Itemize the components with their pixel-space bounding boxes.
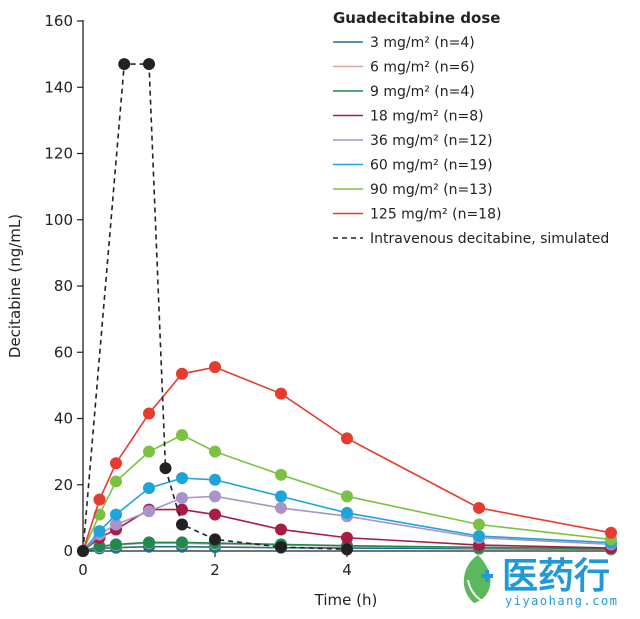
- data-point: [176, 367, 188, 380]
- data-point: [143, 482, 155, 495]
- data-point: [143, 505, 155, 518]
- x-axis-title: Time (h): [314, 591, 378, 609]
- data-point: [143, 536, 155, 549]
- y-tick-label: 20: [54, 476, 73, 494]
- x-ticks: 0 2 4: [78, 551, 352, 579]
- series-7: [77, 361, 617, 557]
- data-point: [275, 387, 287, 400]
- legend-label-simulated: Intravenous decitabine, simulated: [370, 231, 609, 247]
- legend-label: 6 mg/m² (n=6): [370, 60, 475, 76]
- data-point: [110, 457, 122, 470]
- simulated-point: [341, 543, 353, 556]
- data-point: [473, 530, 485, 543]
- data-point: [275, 501, 287, 514]
- data-point: [341, 432, 353, 445]
- data-point: [110, 475, 122, 488]
- data-point: [93, 525, 106, 538]
- legend-label: 90 mg/m² (n=13): [370, 182, 493, 198]
- simulated-point: [143, 58, 155, 71]
- y-ticks: 0 20 40 60 80 100 120 140 160: [44, 12, 83, 560]
- simulated-line: [82, 63, 348, 552]
- data-point: [143, 445, 155, 458]
- watermark: 医药行 yiyaohang.com: [463, 555, 618, 608]
- data-point: [473, 501, 485, 514]
- data-point: [275, 468, 287, 481]
- y-tick-label: 60: [54, 343, 73, 361]
- data-point: [605, 526, 617, 539]
- x-tick-label: 2: [210, 561, 220, 579]
- y-tick-label: 140: [44, 78, 73, 96]
- x-tick-label: 0: [78, 561, 88, 579]
- series-line: [82, 545, 612, 552]
- data-point: [176, 429, 188, 442]
- data-point: [143, 407, 155, 420]
- data-point: [209, 361, 221, 374]
- simulated-point: [176, 518, 188, 531]
- simulated-point: [275, 541, 287, 554]
- series-layer: [77, 361, 617, 557]
- y-tick-label: 80: [54, 277, 73, 295]
- y-tick-label: 160: [44, 12, 73, 30]
- y-tick-label: 40: [54, 410, 73, 428]
- legend-title: Guadecitabine dose: [333, 9, 500, 27]
- data-point: [176, 472, 188, 485]
- data-point: [275, 523, 287, 536]
- data-point: [209, 473, 221, 486]
- series-line: [82, 541, 612, 552]
- y-tick-label: 0: [63, 542, 73, 560]
- legend-label: 18 mg/m² (n=8): [370, 109, 484, 125]
- data-point: [209, 508, 221, 521]
- legend-label: 36 mg/m² (n=12): [370, 133, 493, 149]
- legend-label: 125 mg/m² (n=18): [370, 207, 501, 223]
- data-point: [110, 508, 122, 521]
- simulated-layer: [77, 58, 353, 557]
- series-line: [82, 477, 612, 552]
- data-point: [176, 503, 188, 516]
- data-point: [93, 493, 106, 506]
- legend-label: 9 mg/m² (n=4): [370, 84, 475, 100]
- y-tick-label: 120: [44, 145, 73, 163]
- series-line: [82, 508, 612, 552]
- legend: Guadecitabine dose 3 mg/m² (n=4) 6 mg/m² …: [333, 9, 609, 247]
- data-point: [341, 490, 353, 503]
- watermark-logo-icon: [463, 555, 493, 605]
- watermark-text: 医药行: [502, 556, 610, 597]
- y-tick-label: 100: [44, 211, 73, 229]
- simulated-point: [77, 545, 89, 557]
- data-point: [209, 490, 221, 503]
- simulated-point: [209, 533, 221, 546]
- data-point: [110, 538, 122, 551]
- simulated-point: [118, 58, 131, 71]
- data-point: [341, 531, 353, 544]
- simulated-point: [159, 462, 172, 475]
- data-point: [176, 536, 188, 549]
- y-axis-title: Decitabine (ng/mL): [6, 214, 24, 358]
- watermark-url: yiyaohang.com: [505, 594, 618, 608]
- data-point: [473, 518, 485, 531]
- series-line: [82, 434, 612, 552]
- data-point: [110, 518, 122, 531]
- series-line: [82, 366, 612, 552]
- data-point: [93, 540, 106, 553]
- data-point: [275, 490, 287, 503]
- series-line: [82, 495, 612, 552]
- data-point: [176, 492, 188, 504]
- legend-label: 3 mg/m² (n=4): [370, 35, 475, 51]
- legend-label: 60 mg/m² (n=19): [370, 158, 493, 174]
- data-point: [209, 445, 221, 458]
- x-tick-label: 4: [342, 561, 352, 579]
- data-point: [341, 506, 353, 519]
